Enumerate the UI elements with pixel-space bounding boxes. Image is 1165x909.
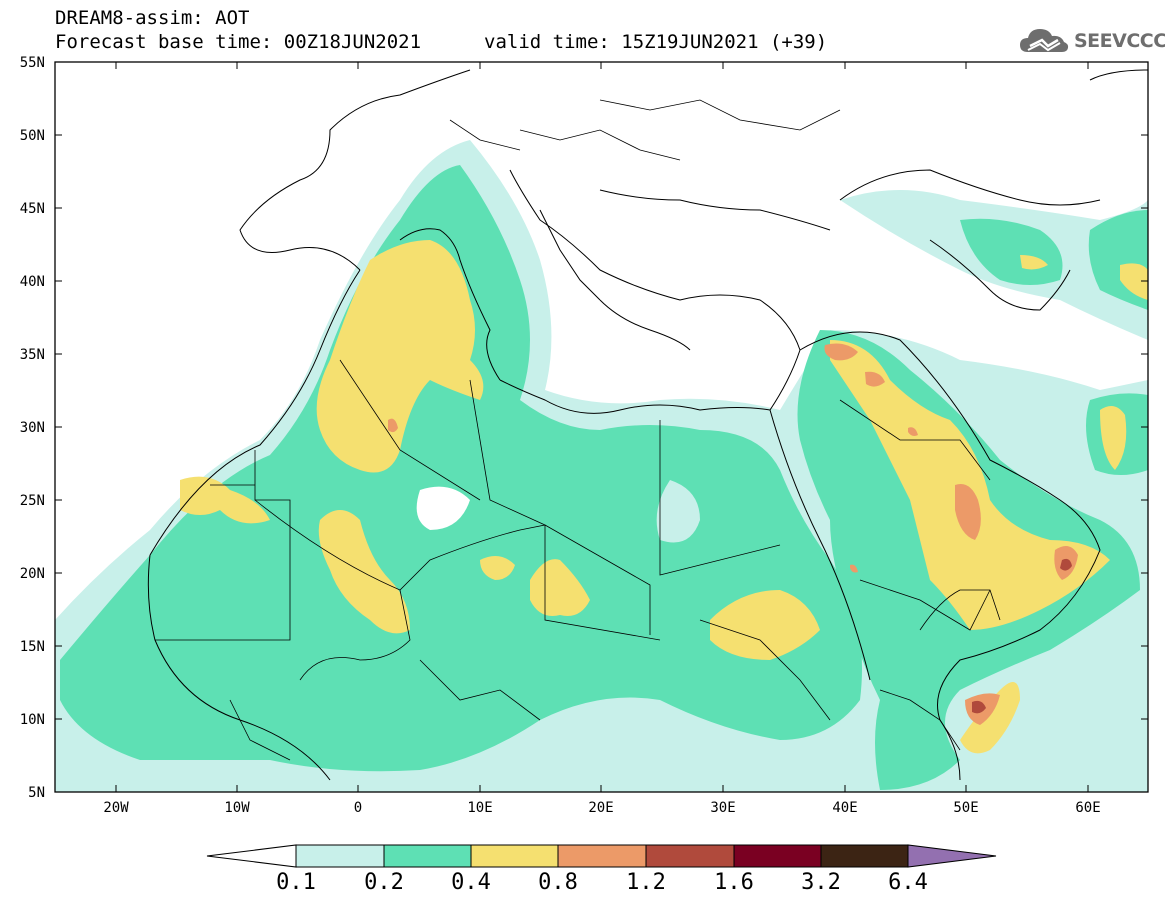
lat-label: 40N bbox=[20, 274, 45, 290]
colorbar-segment bbox=[820, 844, 909, 868]
colorbar bbox=[206, 844, 997, 868]
lon-label: 20E bbox=[588, 800, 613, 816]
lon-label: 40E bbox=[832, 800, 857, 816]
colorbar-segment bbox=[645, 844, 735, 868]
lon-label: 10E bbox=[467, 800, 492, 816]
lat-label: 25N bbox=[20, 493, 45, 509]
map-title: DREAM8-assim: AOT bbox=[55, 7, 250, 29]
colorbar-label: 1.2 bbox=[626, 870, 666, 895]
colorbar-segment bbox=[383, 844, 472, 868]
valid-time: valid time: 15Z19JUN2021 (+39) bbox=[484, 31, 828, 53]
colorbar-label: 0.2 bbox=[364, 870, 404, 895]
lat-label: 35N bbox=[20, 347, 45, 363]
lon-axis: 20W 10W 0 10E 20E 30E 40E 50E 60E bbox=[103, 62, 1101, 816]
colorbar-segment bbox=[470, 844, 559, 868]
lon-label: 30E bbox=[710, 800, 735, 816]
aot-field bbox=[55, 140, 1148, 792]
lat-label: 55N bbox=[20, 55, 45, 71]
colorbar-label: 1.6 bbox=[714, 870, 754, 895]
colorbar-label: 0.1 bbox=[276, 870, 316, 895]
lon-label: 50E bbox=[953, 800, 978, 816]
colorbar-segment bbox=[206, 844, 297, 868]
seevccc-logo: SEEVCCC bbox=[1018, 26, 1165, 56]
colorbar-segment bbox=[733, 844, 822, 868]
lat-label: 45N bbox=[20, 201, 45, 217]
lat-label: 15N bbox=[20, 639, 45, 655]
lat-label: 5N bbox=[28, 785, 45, 801]
lat-label: 50N bbox=[20, 128, 45, 144]
colorbar-segment bbox=[907, 844, 997, 868]
lat-label: 30N bbox=[20, 420, 45, 436]
colorbar-label: 0.8 bbox=[538, 870, 578, 895]
logo-text: SEEVCCC bbox=[1074, 30, 1165, 52]
lat-label: 20N bbox=[20, 566, 45, 582]
lon-label: 60E bbox=[1075, 800, 1100, 816]
lon-label: 10W bbox=[224, 800, 250, 816]
cloud-icon bbox=[1020, 29, 1069, 52]
colorbar-segment bbox=[295, 844, 385, 868]
lat-label: 10N bbox=[20, 712, 45, 728]
colorbar-label: 3.2 bbox=[801, 870, 841, 895]
coastlines bbox=[147, 69, 1148, 781]
lon-label: 20W bbox=[103, 800, 129, 816]
colorbar-label: 6.4 bbox=[888, 870, 928, 895]
colorbar-label: 0.4 bbox=[451, 870, 491, 895]
borders bbox=[155, 99, 1001, 761]
lat-axis: 55N 50N 45N 40N 35N 30N 25N 20N 15N 10N … bbox=[20, 55, 1148, 801]
forecast-base-time: Forecast base time: 00Z18JUN2021 bbox=[55, 31, 422, 53]
lon-label: 0 bbox=[354, 800, 362, 816]
colorbar-segment bbox=[557, 844, 647, 868]
